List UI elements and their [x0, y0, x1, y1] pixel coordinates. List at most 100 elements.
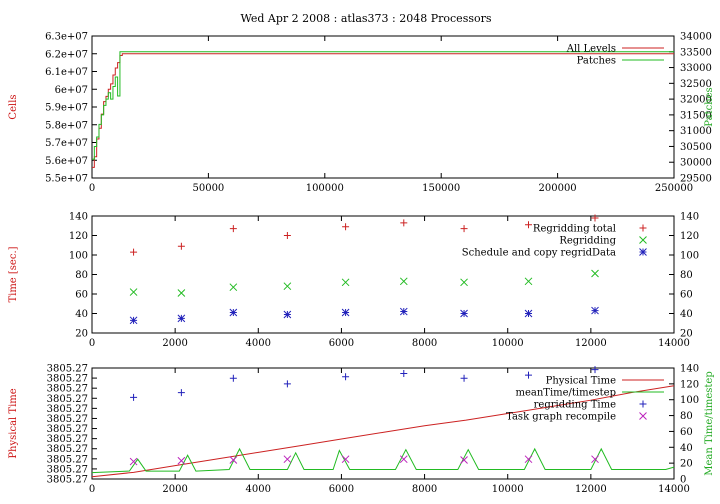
- y-tick-label: 5.8e+07: [45, 120, 88, 131]
- y2-tick-label: 29500: [680, 174, 712, 185]
- x-tick-label: 2000: [162, 338, 187, 349]
- data-point: [283, 310, 292, 319]
- x-tick-label: 200000: [539, 183, 577, 194]
- x-tick-label: 0: [89, 183, 95, 194]
- series-line: [92, 53, 674, 168]
- y-tick-label: 3805.27: [47, 384, 88, 395]
- y-tick-label: 3805.27: [47, 454, 88, 465]
- legend-label: regridding Time: [534, 400, 616, 411]
- x-tick-label: 250000: [655, 183, 693, 194]
- x-tick-label: 6000: [329, 484, 354, 495]
- legend-label: Task graph recompile: [506, 412, 616, 423]
- series-3: [129, 306, 599, 325]
- y2-tick-label: 100: [680, 395, 699, 406]
- data-point: [460, 309, 468, 318]
- y2-tick-label: 32000: [680, 95, 712, 106]
- figure-title: Wed Apr 2 2008 : atlas373 : 2048 Process…: [240, 12, 491, 25]
- data-point: [342, 223, 350, 231]
- x-tick-label: 4000: [246, 338, 271, 349]
- data-point: [229, 374, 237, 382]
- y2-tick-label: 80: [680, 270, 693, 281]
- y2-axis-label: Patches: [704, 87, 715, 126]
- x-tick-label: 8000: [412, 484, 437, 495]
- data-point: [283, 380, 291, 388]
- data-point: [129, 457, 138, 466]
- series-3: [130, 366, 599, 401]
- x-tick-label: 50000: [192, 183, 224, 194]
- data-point: [341, 278, 350, 287]
- y-tick-label: 100: [69, 251, 88, 262]
- data-point: [283, 455, 292, 464]
- data-point: [525, 371, 532, 379]
- y2-tick-label: 30500: [680, 142, 712, 153]
- data-point: [524, 455, 533, 464]
- data-point: [177, 389, 185, 397]
- data-point: [229, 225, 237, 233]
- series-line: [92, 51, 674, 160]
- y-tick-label: 3805.27: [47, 414, 88, 425]
- y2-tick-label: 32500: [680, 79, 712, 90]
- legend-marker: [639, 400, 647, 408]
- x-tick-label: 8000: [412, 338, 437, 349]
- x-tick-label: 0: [89, 484, 95, 495]
- y-tick-label: 3805.27: [47, 475, 88, 486]
- data-point: [229, 456, 238, 464]
- y-axis-label: Cells: [8, 94, 19, 119]
- data-point: [341, 455, 350, 464]
- y2-tick-label: 60: [680, 427, 693, 438]
- y2-tick-label: 40: [680, 309, 693, 320]
- chart-panel-1: 0 50000 100000 150000 200000 250000 5.5e+07 5.6…: [8, 32, 715, 195]
- chart-panel-3: 0 2000 4000 6000 8000 10000 12000 140003805.273…: [8, 364, 715, 496]
- data-point: [591, 214, 599, 222]
- y2-tick-label: 20: [680, 329, 693, 340]
- data-point: [129, 288, 138, 296]
- y2-tick-label: 33500: [680, 47, 712, 58]
- y-tick-label: 40: [75, 309, 88, 320]
- y-tick-label: 5.9e+07: [45, 103, 88, 114]
- y-tick-label: 3805.27: [47, 424, 88, 435]
- y-axis-label: Physical Time: [8, 388, 19, 458]
- data-point: [399, 277, 408, 286]
- data-point: [229, 283, 238, 292]
- x-tick-label: 14000: [658, 484, 690, 495]
- chart-panel-2: 0 2000 4000 6000 8000 10000 12000 1400020406080…: [8, 212, 699, 350]
- y-tick-label: 3805.27: [47, 394, 88, 405]
- y2-tick-label: 0: [680, 475, 686, 486]
- y-tick-label: 3805.27: [47, 434, 88, 445]
- x-tick-label: 12000: [575, 338, 607, 349]
- legend-label: Patches: [577, 56, 616, 67]
- series-1: [130, 214, 599, 256]
- x-tick-label: 100000: [306, 183, 344, 194]
- data-point: [400, 219, 408, 227]
- y2-tick-label: 33000: [680, 63, 712, 74]
- y-tick-label: 3805.27: [47, 364, 88, 375]
- data-point: [591, 269, 599, 278]
- data-point: [591, 455, 599, 464]
- legend-marker: [639, 236, 647, 244]
- x-tick-label: 150000: [422, 183, 460, 194]
- data-point: [460, 456, 468, 464]
- x-tick-label: 2000: [162, 484, 187, 495]
- y-tick-label: 3805.27: [47, 444, 88, 455]
- y2-tick-label: 31500: [680, 110, 712, 121]
- y-tick-label: 5.6e+07: [45, 156, 88, 167]
- legend-label: meanTime/timestep: [515, 388, 616, 399]
- y-axis-label: Time [sec.]: [8, 246, 19, 302]
- y2-tick-label: 34000: [680, 32, 712, 43]
- y-tick-label: 60: [75, 290, 88, 301]
- data-point: [341, 308, 350, 317]
- x-tick-label: 14000: [658, 338, 690, 349]
- x-tick-label: 12000: [575, 484, 607, 495]
- series-2: [91, 447, 675, 474]
- data-point: [229, 308, 238, 317]
- series-4: [129, 455, 599, 466]
- y2-tick-label: 60: [680, 290, 693, 301]
- data-point: [525, 221, 532, 229]
- legend-marker: [639, 412, 647, 420]
- y-tick-label: 80: [75, 270, 88, 281]
- plot-frame: [91, 367, 675, 480]
- y2-tick-label: 31000: [680, 126, 712, 137]
- y2-tick-label: 40: [680, 443, 693, 454]
- y-tick-label: 3805.27: [47, 464, 88, 475]
